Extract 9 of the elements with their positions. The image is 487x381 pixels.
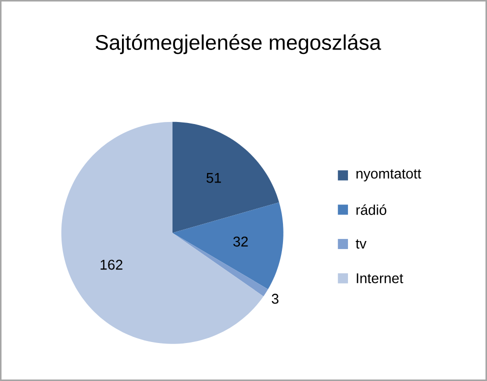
legend-label: Internet: [356, 273, 404, 284]
legend-label: tv: [356, 239, 366, 249]
data-label: 51: [206, 173, 221, 183]
data-label: 162: [100, 260, 122, 270]
legend-label: rádió: [356, 204, 386, 215]
legend-label: nyomtatott: [356, 169, 422, 182]
chart-title: Sajtómegjelenése megoszlása: [96, 34, 382, 54]
data-label: 32: [233, 236, 248, 247]
data-label: 3: [272, 294, 278, 304]
